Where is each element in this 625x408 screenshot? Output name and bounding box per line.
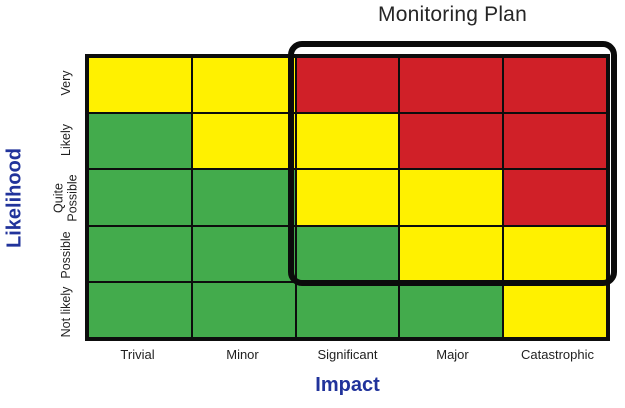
x-tick-label-catastrophic: Catastrophic (521, 347, 594, 362)
y-tick-label-not-likely: Not likely (58, 286, 73, 338)
y-tick-label-likely: Likely (58, 124, 73, 157)
risk-cell-r2c1 (88, 113, 192, 170)
matrix-grid (85, 54, 610, 341)
risk-cell-r4c4 (399, 225, 504, 282)
risk-cell-r1c3 (295, 57, 400, 114)
risk-cell-r1c2 (191, 57, 296, 114)
risk-cell-r3c4 (399, 169, 504, 226)
risk-cell-r4c2 (191, 225, 296, 282)
risk-cell-r3c1 (88, 169, 192, 226)
y-tick-label-quite-possible: Quite Possible (51, 173, 80, 222)
risk-cell-r5c5 (503, 281, 607, 338)
risk-cell-r2c2 (191, 113, 296, 170)
risk-cell-r1c1 (88, 57, 192, 114)
risk-cell-r5c3 (295, 281, 400, 338)
x-tick-label-significant: Significant (317, 347, 378, 362)
risk-cell-r2c5 (503, 113, 607, 170)
risk-cell-r2c3 (295, 113, 400, 170)
x-tick-label-minor: Minor (226, 347, 259, 362)
y-tick-label-very: Very (58, 70, 73, 96)
risk-cell-r5c1 (88, 281, 192, 338)
risk-cell-r1c5 (503, 57, 607, 114)
y-axis-title: Likelihood (3, 148, 26, 248)
risk-cell-r4c1 (88, 225, 192, 282)
risk-cell-r3c5 (503, 169, 607, 226)
risk-cell-r3c2 (191, 169, 296, 226)
x-tick-label-major: Major (436, 347, 469, 362)
x-tick-label-trivial: Trivial (120, 347, 155, 362)
y-tick-label-possible: Possible (58, 231, 73, 279)
risk-cell-r5c4 (399, 281, 504, 338)
monitoring-plan-box (288, 41, 617, 286)
x-axis-title: Impact (315, 374, 380, 396)
risk-cell-r5c2 (191, 281, 296, 338)
chart-title: Monitoring Plan (378, 3, 527, 26)
risk-cell-r4c3 (295, 225, 400, 282)
risk-cell-r3c3 (295, 169, 400, 226)
risk-cell-r2c4 (399, 113, 504, 170)
risk-cell-r1c4 (399, 57, 504, 114)
